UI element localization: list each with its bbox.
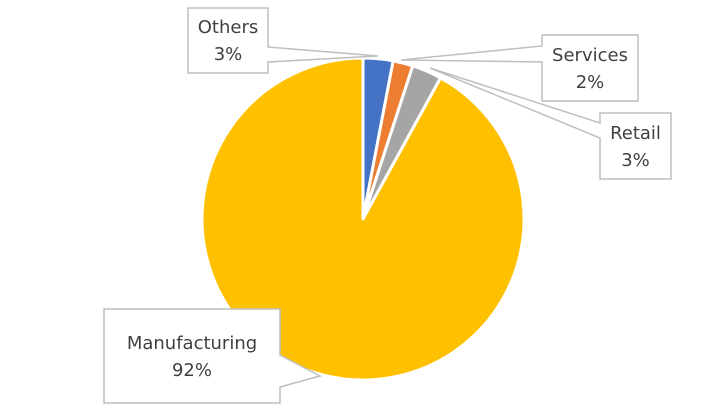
callout-retail <box>429 67 672 180</box>
callout-manufacturing <box>103 308 323 404</box>
callout-services <box>400 34 639 102</box>
pie-slices <box>200 56 526 382</box>
callout-others <box>187 7 379 74</box>
slice-manufacturing <box>200 56 526 382</box>
